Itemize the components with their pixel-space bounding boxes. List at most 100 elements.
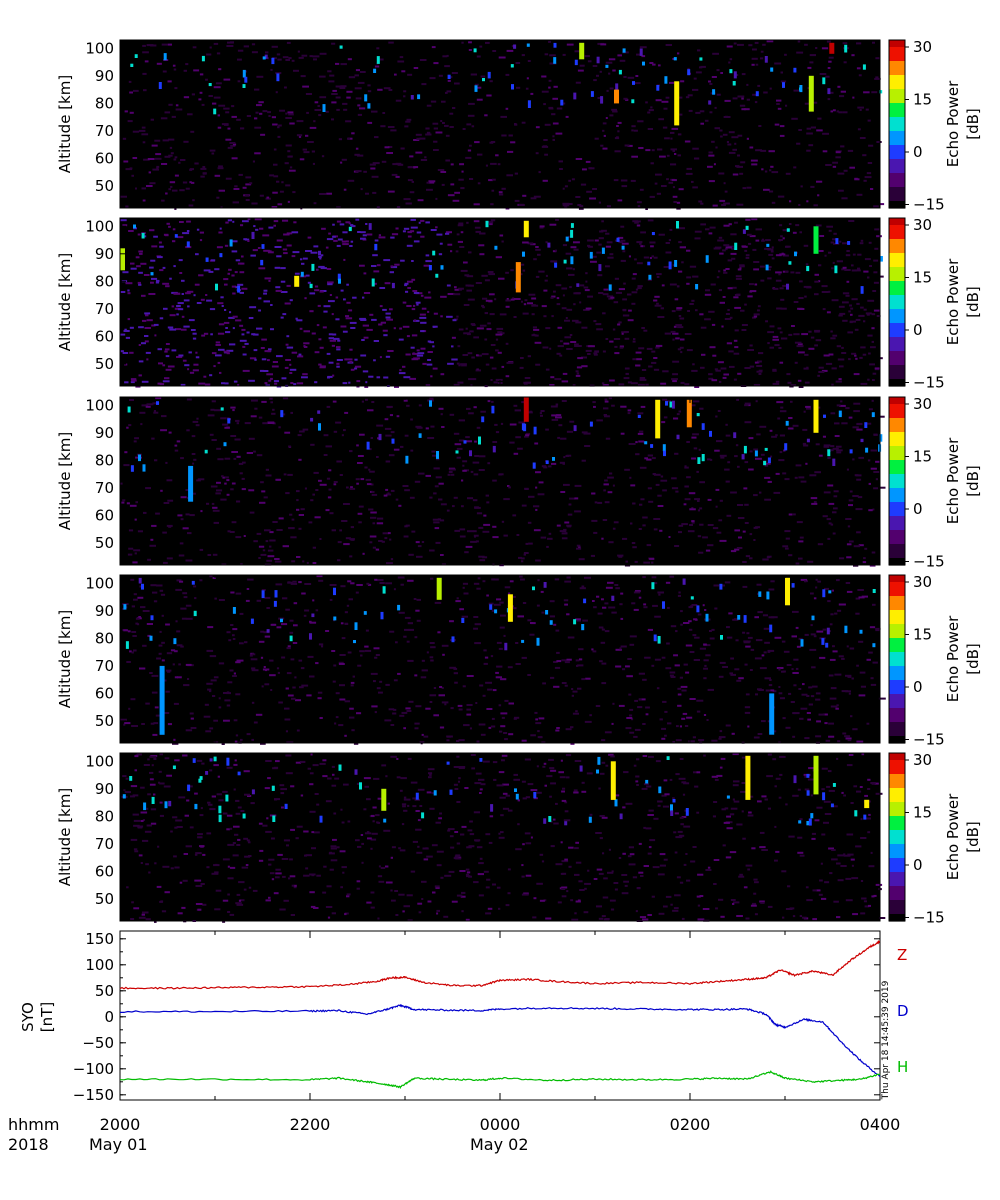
colorbar-tick-label: 30 <box>913 38 932 56</box>
y-tick-label: 100 <box>85 956 114 974</box>
echo-panel-4: 50 60 70 80 90 100 Altitude [km] 30 15 0 −15 Echo P… <box>56 573 982 749</box>
echo-mark <box>507 594 513 622</box>
series-line-Z <box>119 939 881 990</box>
colorbar: 30 15 0 −15 Echo Power [dB] <box>888 216 982 392</box>
magnetometer-frame <box>119 930 881 1101</box>
echo-mark <box>120 248 125 271</box>
echo-mark <box>808 75 814 112</box>
colorbar-title: Echo Power <box>944 615 962 702</box>
y-tick-label: 80 <box>95 94 114 112</box>
y-tick-label: 100 <box>85 39 114 57</box>
echo-mark <box>813 755 819 795</box>
colorbar-tick-label: 30 <box>913 751 932 769</box>
colorbar-tick-label: 15 <box>913 448 932 466</box>
y-axis-title: SYO <box>19 1002 37 1032</box>
y-tick-label: 60 <box>95 862 114 880</box>
echo-panel-2: 50 60 70 80 90 100 Altitude [km] 30 15 0 −15 Echo P… <box>56 216 982 392</box>
x-tick-label: 0000 <box>480 1115 521 1134</box>
magnetometer-panel: 150 100 50 0 −50 −100 −150 SYO [nT] Z D H Thu Apr 18… <box>19 930 909 1104</box>
colorbar-title: Echo Power <box>944 793 962 880</box>
x-tick-label: 0400 <box>860 1115 901 1134</box>
y-tick-label: 50 <box>95 890 114 908</box>
y-tick-label: 90 <box>95 67 114 85</box>
echo-panel-1: 50 60 70 80 90 100 Altitude [km] 30 15 0 −15 Echo P… <box>56 38 982 214</box>
y-tick-label: 150 <box>85 930 114 948</box>
colorbar-unit: [dB] <box>964 108 982 140</box>
colorbar-tick-label: −15 <box>913 731 945 749</box>
colorbar-tick-label: 15 <box>913 804 932 822</box>
colorbar-tick-label: −15 <box>913 909 945 927</box>
colorbar: 30 15 0 −15 Echo Power [dB] <box>888 751 982 927</box>
y-tick-label: 80 <box>95 807 114 825</box>
x-tick-label: 2200 <box>290 1115 331 1134</box>
colorbar: 30 15 0 −15 Echo Power [dB] <box>888 38 982 214</box>
echo-mark <box>579 42 585 60</box>
panel-background <box>120 397 880 565</box>
y-tick-label: 50 <box>95 982 114 1000</box>
echo-mark <box>769 693 775 735</box>
echo-mark <box>610 761 616 800</box>
panel-background <box>120 40 880 208</box>
y-tick-label: 70 <box>95 122 114 140</box>
y-tick-label: 70 <box>95 657 114 675</box>
noise-texture <box>120 40 885 210</box>
y-tick-label: 60 <box>95 327 114 345</box>
echo-mark <box>436 577 442 600</box>
echo-mark <box>686 399 692 428</box>
date-label: May 02 <box>470 1135 529 1154</box>
y-tick-label: 90 <box>95 245 114 263</box>
y-tick-label: 90 <box>95 602 114 620</box>
y-axis-title: Altitude [km] <box>56 253 74 351</box>
series-line-H <box>119 1070 881 1090</box>
row-label-hhmm: hhmm <box>8 1115 59 1134</box>
echo-panel-5: 50 60 70 80 90 100 Altitude [km] 30 15 0 −15 Echo P… <box>56 751 982 927</box>
y-tick-label: 100 <box>85 752 114 770</box>
echo-mark <box>523 220 529 238</box>
y-tick-label: −50 <box>82 1034 114 1052</box>
series-line-D <box>120 1003 881 1077</box>
echo-mark <box>655 399 661 439</box>
date-label: May 01 <box>89 1135 148 1154</box>
y-tick-label: 80 <box>95 272 114 290</box>
colorbar-unit: [dB] <box>964 821 982 853</box>
y-tick-label: 70 <box>95 835 114 853</box>
y-axis-title: Altitude [km] <box>56 432 74 530</box>
noise-texture <box>120 575 886 745</box>
colorbar-tick-label: 30 <box>913 395 932 413</box>
y-tick-label: 50 <box>95 355 114 373</box>
y-axis-title: Altitude [km] <box>56 610 74 708</box>
echo-mark <box>674 81 680 126</box>
y-tick-label: 70 <box>95 479 114 497</box>
y-tick-label: 60 <box>95 684 114 702</box>
noise-texture <box>120 397 886 567</box>
series-label-H: H <box>897 1058 908 1076</box>
y-tick-label: 80 <box>95 629 114 647</box>
panel-background <box>120 218 880 386</box>
echo-mark <box>614 89 619 104</box>
echo-mark <box>188 465 194 502</box>
colorbar-tick-label: 15 <box>913 269 932 287</box>
y-tick-label: 90 <box>95 780 114 798</box>
colorbar-tick-label: −15 <box>913 374 945 392</box>
echo-mark <box>159 665 165 735</box>
echo-panel-3: 50 60 70 80 90 100 Altitude [km] 30 15 0 −15 Echo P… <box>56 395 982 571</box>
row-label-year: 2018 <box>8 1135 49 1154</box>
y-axis-title: Altitude [km] <box>56 75 74 173</box>
y-tick-label: 100 <box>85 217 114 235</box>
y-tick-label: 50 <box>95 712 114 730</box>
colorbar-unit: [dB] <box>964 465 982 497</box>
y-tick-label: 0 <box>104 1008 114 1026</box>
echo-mark <box>381 788 387 811</box>
colorbar-tick-label: −15 <box>913 553 945 571</box>
colorbar-unit: [dB] <box>964 643 982 675</box>
noise-texture <box>121 753 886 923</box>
timestamp: Thu Apr 18 14:45:39 2019 <box>881 980 891 1100</box>
y-tick-label: −150 <box>73 1086 114 1104</box>
colorbar-tick-label: 15 <box>913 91 932 109</box>
y-tick-label: −100 <box>73 1060 114 1078</box>
y-tick-label: 50 <box>95 177 114 195</box>
y-tick-label: 100 <box>85 574 114 592</box>
colorbar-tick-label: 30 <box>913 573 932 591</box>
echo-mark <box>864 799 870 809</box>
